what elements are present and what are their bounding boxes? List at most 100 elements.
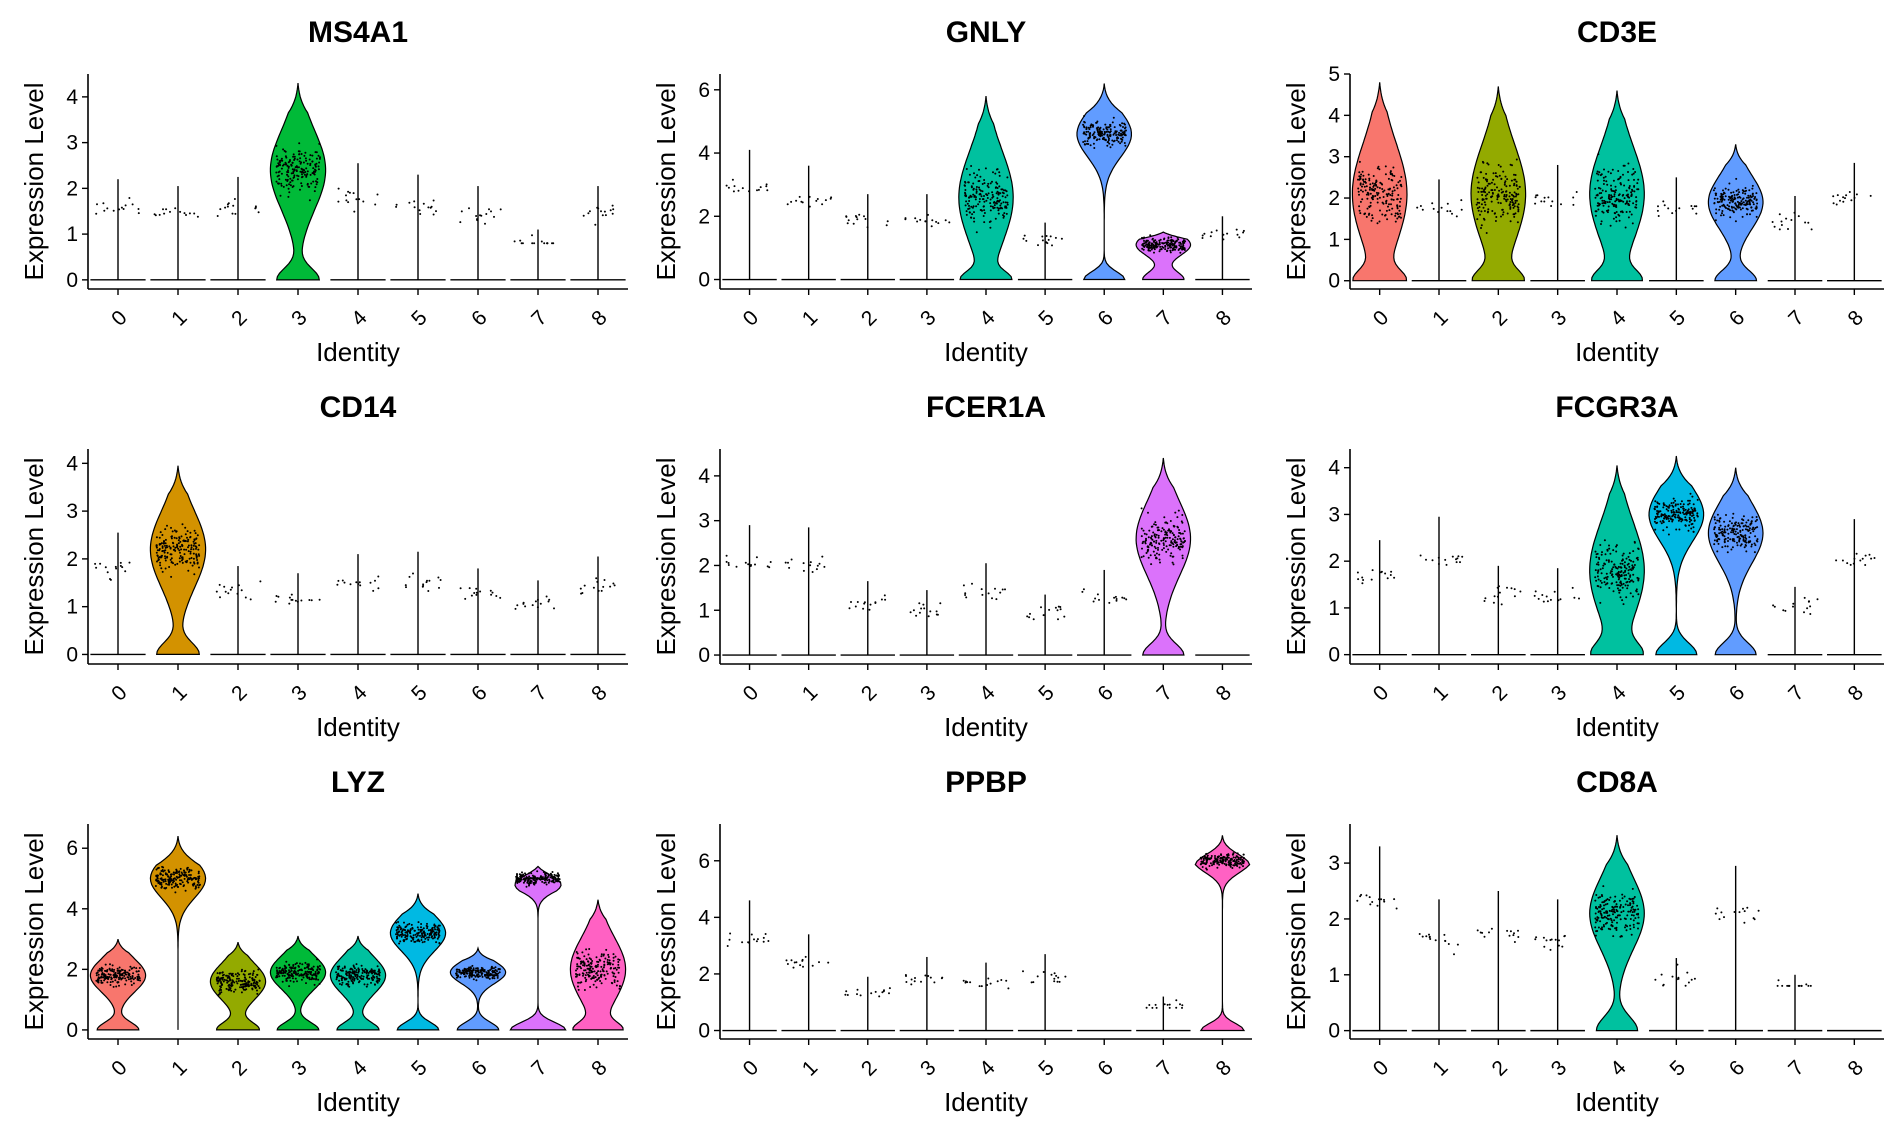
jitter-point	[287, 169, 289, 171]
jitter-point	[238, 974, 240, 976]
jitter-point	[1719, 517, 1721, 519]
x-tick-label: 0	[739, 681, 764, 706]
jitter-point	[297, 601, 299, 603]
jitter-point	[1172, 562, 1174, 564]
jitter-point	[359, 584, 361, 586]
jitter-point	[164, 545, 166, 547]
jitter-point	[281, 158, 283, 160]
jitter-point	[1865, 555, 1867, 557]
jitter-point	[1422, 209, 1424, 211]
x-tick-label: 1	[167, 306, 192, 331]
jitter-point	[1656, 506, 1658, 508]
jitter-point	[311, 599, 313, 601]
jitter-point	[244, 970, 246, 972]
jitter-point	[1149, 544, 1151, 546]
jitter-point	[1496, 198, 1498, 200]
jitter-point	[96, 972, 98, 974]
x-tick-label: 1	[798, 1056, 823, 1081]
y-axis-label: Expression Level	[19, 458, 49, 656]
jitter-point	[1662, 529, 1664, 531]
jitter-point	[96, 203, 98, 205]
jitter-point	[1479, 206, 1481, 208]
jitter-point	[197, 881, 199, 883]
jitter-point	[297, 159, 299, 161]
jitter-point	[1658, 215, 1660, 217]
jitter-point	[1096, 127, 1098, 129]
jitter-point	[255, 976, 257, 978]
jitter-point	[1616, 584, 1618, 586]
jitter-point	[300, 163, 302, 165]
jitter-point	[362, 201, 364, 203]
jitter-point	[481, 967, 483, 969]
jitter-point	[1500, 178, 1502, 180]
jitter-point	[551, 874, 553, 876]
jitter-point	[183, 870, 185, 872]
jitter-point	[607, 954, 609, 956]
jitter-point	[1615, 189, 1617, 191]
jitter-point	[971, 186, 973, 188]
jitter-point	[178, 542, 180, 544]
jitter-point	[284, 150, 286, 152]
jitter-point	[165, 560, 167, 562]
jitter-point	[293, 971, 295, 973]
jitter-point	[549, 880, 551, 882]
jitter-point	[1097, 130, 1099, 132]
jitter-point	[435, 941, 437, 943]
jitter-point	[356, 969, 358, 971]
jitter-point	[1547, 600, 1549, 602]
jitter-point	[421, 929, 423, 931]
jitter-point	[187, 539, 189, 541]
jitter-point	[420, 931, 422, 933]
jitter-point	[361, 975, 363, 977]
jitter-point	[1615, 186, 1617, 188]
jitter-point	[155, 879, 157, 881]
jitter-point	[1157, 245, 1159, 247]
jitter-point	[1781, 224, 1783, 226]
jitter-point	[162, 550, 164, 552]
jitter-point	[307, 183, 309, 185]
jitter-point	[1690, 528, 1692, 530]
y-tick-label: 4	[1328, 104, 1340, 127]
jitter-point	[241, 589, 243, 591]
jitter-point	[535, 882, 537, 884]
jitter-point	[1176, 516, 1178, 518]
jitter-point	[1608, 195, 1610, 197]
jitter-point	[338, 188, 340, 190]
x-tick-label: 5	[407, 681, 432, 706]
jitter-point	[1159, 559, 1161, 561]
x-axis-label: Identity	[944, 712, 1028, 742]
jitter-point	[590, 963, 592, 965]
jitter-point	[1514, 588, 1516, 590]
jitter-point	[1116, 130, 1118, 132]
jitter-point	[345, 199, 347, 201]
jitter-point	[1452, 556, 1454, 558]
jitter-point	[1516, 184, 1518, 186]
jitter-point	[1725, 188, 1727, 190]
jitter-point	[1487, 185, 1489, 187]
jitter-point	[94, 563, 96, 565]
jitter-point	[536, 879, 538, 881]
jitter-point	[1713, 543, 1715, 545]
jitter-point	[184, 527, 186, 529]
jitter-point	[608, 962, 610, 964]
jitter-point	[1491, 210, 1493, 212]
jitter-point	[541, 881, 543, 883]
jitter-point	[413, 200, 415, 202]
jitter-point	[533, 242, 535, 244]
jitter-point	[342, 968, 344, 970]
jitter-point	[1184, 247, 1186, 249]
jitter-point	[315, 971, 317, 973]
jitter-point	[1503, 211, 1505, 213]
jitter-point	[1697, 516, 1699, 518]
jitter-point	[184, 875, 186, 877]
jitter-point	[1502, 209, 1504, 211]
jitter-point	[528, 885, 530, 887]
x-tick-label: 5	[407, 306, 432, 331]
jitter-point	[855, 606, 857, 608]
jitter-point	[1687, 500, 1689, 502]
jitter-point	[159, 872, 161, 874]
jitter-point	[614, 967, 616, 969]
jitter-point	[612, 583, 614, 585]
jitter-point	[344, 967, 346, 969]
jitter-point	[299, 963, 301, 965]
